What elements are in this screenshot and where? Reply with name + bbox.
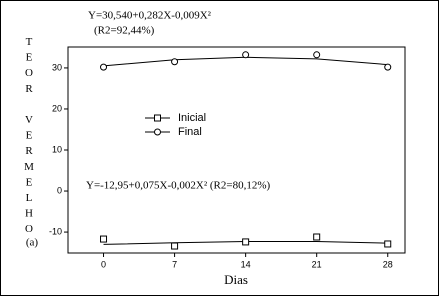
panel-label: (a) [26, 237, 39, 249]
plot-area [67, 46, 406, 254]
data-point [100, 63, 108, 71]
data-point [242, 238, 250, 246]
annotation: Y=30,540+0,282X-0,009X² [88, 10, 212, 22]
y-tick-label: -10 [49, 226, 62, 236]
y-axis-label: TEOR VERMELHO [23, 36, 35, 239]
data-point [313, 51, 321, 59]
x-axis-label: Dias [224, 272, 248, 287]
y-tick-label: 10 [52, 144, 62, 154]
legend-marker [154, 114, 161, 122]
data-point [313, 233, 321, 241]
data-point [171, 242, 179, 250]
annotation: Y=-12,95+0,075X-0,002X² (R2=80,12%) [86, 180, 270, 192]
data-point [384, 63, 392, 71]
data-point [100, 235, 108, 243]
data-point [384, 240, 392, 248]
legend-marker [154, 128, 161, 136]
x-tick-label: 21 [312, 259, 322, 269]
y-tick-label: 30 [52, 62, 62, 72]
annotation: (R2=92,44%) [94, 25, 155, 37]
fit-line [103, 56, 388, 67]
y-tick-label: 20 [52, 103, 62, 113]
data-point [242, 51, 250, 59]
x-tick-label: 7 [172, 259, 177, 269]
x-tick-label: 28 [383, 259, 393, 269]
y-tick-label: 0 [57, 185, 62, 195]
legend-label: Inicial [178, 112, 206, 124]
x-tick-label: 14 [241, 259, 251, 269]
legend-label: Final [178, 126, 202, 138]
x-tick-label: 0 [101, 259, 106, 269]
data-point [171, 58, 179, 66]
